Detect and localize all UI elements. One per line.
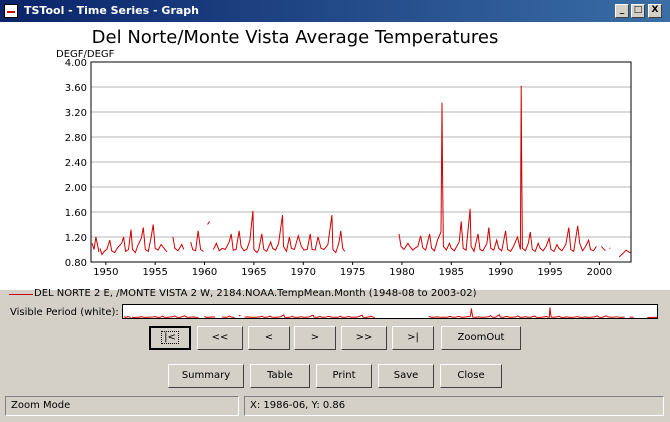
y-tick-label: 0.80 [65,258,87,269]
visible-period-overview[interactable] [122,304,658,319]
close-button[interactable]: Close [440,364,502,388]
series-line [91,236,100,253]
series-line [601,246,606,252]
overview-line [123,315,131,318]
next-page-button[interactable]: >> [341,326,387,350]
legend-swatch [9,294,33,295]
x-tick-label: 2000 [587,267,612,278]
overview-line [244,314,375,318]
status-coordinates: X: 1986-06, Y: 0.86 [244,396,664,416]
maximize-button[interactable]: □ [631,4,645,18]
x-tick-label: 1980 [389,267,414,278]
x-tick-label: 1970 [291,267,316,278]
y-tick-label: 3.60 [65,83,87,94]
prev-page-button[interactable]: << [197,326,243,350]
y-tick-label: 2.00 [65,183,87,194]
series-line [190,230,204,252]
app-icon [4,4,18,18]
series-lines [91,85,631,258]
table-button[interactable]: Table [250,364,310,388]
temperature-chart[interactable]: Del Norte/Monte Vista Average Temperatur… [0,22,670,290]
first-button[interactable]: |< [149,326,191,350]
overview-plot [123,307,657,318]
window-title: TSTool - Time Series - Graph [24,4,199,17]
y-tick-label: 2.40 [65,158,87,169]
legend-text: DEL NORTE 2 E, /MONTE VISTA 2 W, 2184.NO… [34,288,477,299]
first-button-label: |< [161,331,179,344]
series-line [618,249,631,258]
series-line [172,236,185,252]
x-axis-ticks: 1950 1955 1960 1965 1970 1975 1980 1985 1990 1995… [93,262,612,278]
close-window-button[interactable]: X [648,4,662,18]
overview-line [204,316,216,318]
chart-title: Del Norte/Monte Vista Average Temperatur… [92,27,499,48]
y-tick-label: 1.20 [65,233,87,244]
x-tick-label: 1990 [488,267,513,278]
prev-button[interactable]: < [248,326,290,350]
overview-line [131,315,199,318]
x-tick-label: 1965 [241,267,266,278]
x-tick-label: 1985 [439,267,464,278]
y-tick-label: 1.60 [65,208,87,219]
series-line [99,224,168,256]
status-mode: Zoom Mode [5,396,239,416]
series-line [207,221,210,225]
y-axis-ticks: 0.80 1.20 1.60 2.00 2.40 2.80 3.20 3.60 4.00 [65,58,87,269]
graph-panel[interactable]: Del Norte/Monte Vista Average Temperatur… [0,22,670,290]
series-line [212,210,346,254]
x-tick-label: 1955 [142,267,167,278]
overview-line [221,315,235,318]
x-tick-label: 1960 [192,267,217,278]
y-tick-label: 4.00 [65,58,87,69]
x-tick-label: 1995 [537,267,562,278]
minimize-button[interactable]: _ [615,4,629,18]
plot-frame [90,61,632,263]
y-axis-label: DEGF/DEGF [56,49,115,60]
summary-button[interactable]: Summary [168,364,244,388]
last-button[interactable]: >| [392,326,434,350]
title-bar: TSTool - Time Series - Graph _ □ X [0,0,670,22]
overview-line [428,307,625,318]
next-button[interactable]: > [294,326,336,350]
zoom-out-button[interactable]: ZoomOut [441,326,521,350]
legend: DEL NORTE 2 E, /MONTE VISTA 2 W, 2184.NO… [0,288,670,302]
grid-lines [91,61,631,263]
visible-period-label: Visible Period (white): [10,307,119,318]
print-button[interactable]: Print [316,364,372,388]
x-tick-label: 1975 [340,267,365,278]
y-tick-label: 3.20 [65,108,87,119]
y-tick-label: 2.80 [65,133,87,144]
save-button[interactable]: Save [378,364,434,388]
x-tick-label: 1950 [93,267,118,278]
series-line [398,85,597,253]
